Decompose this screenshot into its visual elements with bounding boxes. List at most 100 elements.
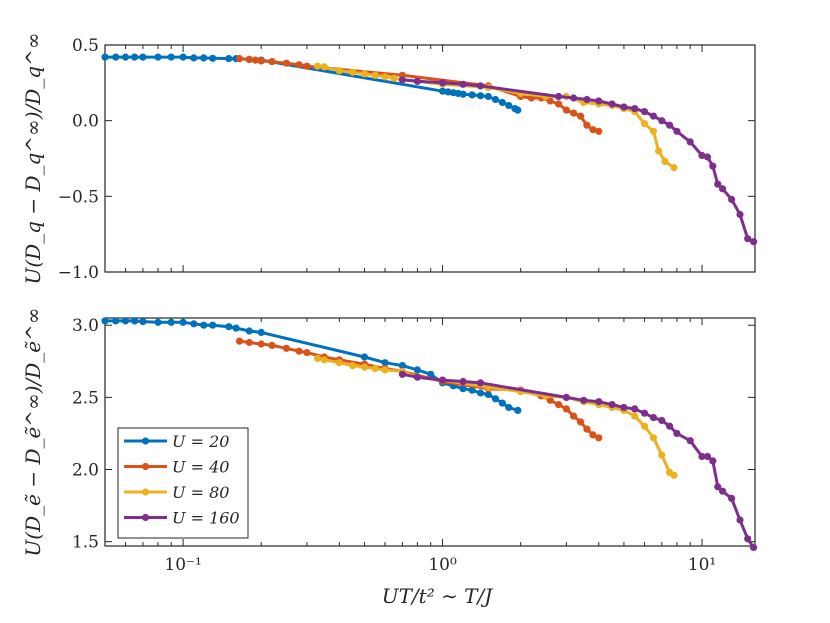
x-tick-label: 10⁰ bbox=[428, 555, 457, 575]
data-point bbox=[131, 53, 139, 61]
data-point bbox=[413, 366, 421, 374]
data-point bbox=[546, 396, 554, 404]
data-point bbox=[439, 79, 447, 87]
data-point bbox=[131, 317, 139, 325]
data-point bbox=[381, 73, 389, 81]
data-point bbox=[728, 494, 736, 502]
legend-swatch-marker bbox=[141, 462, 150, 471]
data-point bbox=[666, 121, 674, 129]
data-point bbox=[583, 121, 591, 129]
series-line bbox=[400, 372, 756, 549]
series-u-160 bbox=[398, 76, 758, 246]
data-point bbox=[640, 409, 649, 417]
data-point bbox=[245, 338, 253, 347]
data-point bbox=[349, 68, 357, 76]
data-point bbox=[686, 138, 694, 146]
y-tick-label: 1.5 bbox=[72, 533, 99, 553]
y-tick-label: −0.5 bbox=[58, 187, 99, 207]
data-point bbox=[139, 318, 147, 326]
data-point bbox=[744, 535, 752, 543]
x-tick-label: 10⁻¹ bbox=[164, 555, 201, 575]
data-point bbox=[491, 95, 500, 104]
data-point bbox=[314, 62, 322, 70]
y-axis-title: U(D_q − D_q^∞)/D_q^∞ bbox=[21, 32, 45, 284]
data-point bbox=[390, 74, 398, 82]
data-point bbox=[381, 366, 389, 374]
data-point bbox=[468, 386, 476, 394]
data-point bbox=[101, 317, 109, 325]
data-point bbox=[514, 106, 522, 114]
data-point bbox=[314, 354, 322, 362]
data-point bbox=[257, 57, 265, 65]
data-point bbox=[295, 61, 303, 69]
series-u-40 bbox=[235, 337, 603, 442]
data-point bbox=[257, 340, 265, 348]
data-point bbox=[398, 370, 406, 378]
data-point bbox=[719, 185, 727, 193]
data-point bbox=[476, 389, 485, 397]
data-point bbox=[360, 353, 369, 361]
data-point bbox=[570, 412, 578, 420]
legend-swatch-marker bbox=[141, 488, 150, 496]
legend-label: U = 40 bbox=[172, 458, 229, 477]
data-point bbox=[476, 92, 485, 100]
data-point bbox=[640, 422, 649, 430]
data-point bbox=[459, 80, 467, 88]
data-point bbox=[658, 416, 666, 425]
x-tick-label: 10¹ bbox=[688, 555, 716, 575]
data-point bbox=[514, 406, 522, 414]
y-tick-label: −1.0 bbox=[58, 263, 99, 283]
data-point bbox=[459, 90, 467, 98]
data-point bbox=[719, 487, 727, 495]
data-point bbox=[498, 98, 506, 107]
data-point bbox=[589, 126, 597, 134]
series-line bbox=[316, 356, 676, 477]
data-point bbox=[714, 483, 722, 491]
bottom-panel: 10⁻¹ 10⁰ 10¹ 3.0 2.5 2.0 1.5 U(D_ẽ − D_ẽ^∞)/D_ẽ… bbox=[21, 307, 758, 575]
data-point bbox=[698, 151, 706, 160]
legend-label: U = 20 bbox=[172, 432, 229, 451]
y-tick-label: 3.0 bbox=[72, 316, 99, 336]
y-tick-label: 2.5 bbox=[72, 388, 99, 408]
data-point bbox=[620, 403, 628, 412]
series-line bbox=[238, 339, 601, 440]
data-point bbox=[112, 317, 120, 325]
data-point bbox=[562, 405, 571, 413]
data-point bbox=[139, 53, 147, 61]
data-point bbox=[121, 53, 130, 61]
legend-box bbox=[117, 427, 249, 539]
data-point bbox=[335, 67, 343, 75]
data-point bbox=[703, 452, 712, 461]
data-point bbox=[498, 399, 506, 407]
x-axis-title: UT/t² ∼ T/J bbox=[382, 584, 494, 608]
data-point bbox=[673, 127, 681, 135]
data-point bbox=[570, 109, 578, 117]
data-point bbox=[413, 77, 421, 85]
data-point bbox=[179, 318, 187, 326]
data-point bbox=[655, 147, 663, 155]
data-point bbox=[640, 120, 649, 128]
data-point bbox=[595, 434, 603, 442]
data-point bbox=[709, 162, 717, 170]
data-point bbox=[484, 390, 492, 399]
series-u-80 bbox=[314, 354, 678, 479]
data-point bbox=[736, 210, 744, 219]
data-point bbox=[576, 112, 585, 120]
data-point bbox=[225, 55, 233, 63]
plot-frame bbox=[104, 317, 756, 547]
data-point bbox=[608, 100, 616, 108]
data-point bbox=[268, 58, 276, 66]
data-point bbox=[245, 327, 253, 335]
data-point bbox=[167, 53, 175, 61]
data-point bbox=[235, 337, 244, 345]
legend-swatch-marker bbox=[141, 437, 150, 445]
data-point bbox=[360, 363, 369, 371]
data-point bbox=[235, 55, 244, 63]
series-u-160 bbox=[398, 370, 758, 552]
data-point bbox=[484, 92, 492, 101]
y-axis-title: U(D_ẽ − D_ẽ^∞)/D_ẽ^∞ bbox=[21, 307, 45, 556]
data-point bbox=[698, 452, 706, 461]
data-point bbox=[282, 344, 290, 352]
data-point bbox=[251, 56, 259, 64]
data-point bbox=[714, 180, 722, 188]
